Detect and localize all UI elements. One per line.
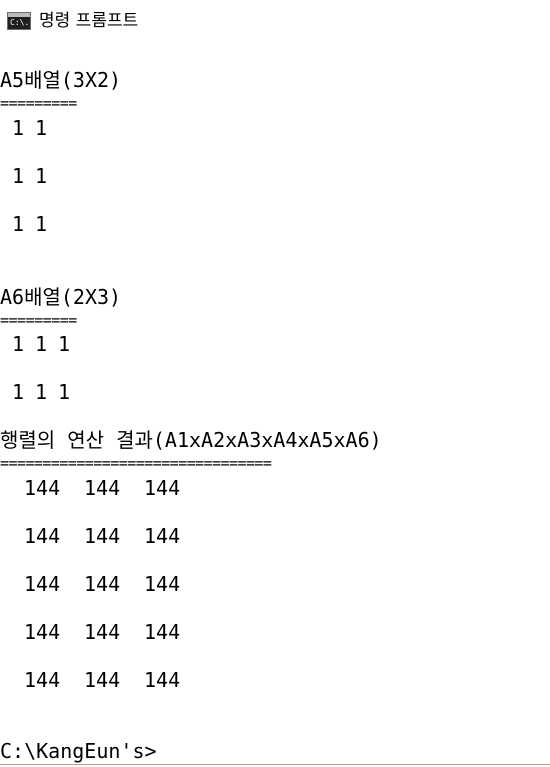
result-cell: 144 [84,572,121,596]
a6-cell: 1 [35,380,48,404]
a6-cell: 1 [12,332,25,356]
cmd-icon: C:\. [7,12,31,30]
a5-cell: 1 [35,212,48,236]
a5-cell: 1 [12,116,25,140]
result-cell: 144 [24,524,61,548]
result-cell: 144 [84,476,121,500]
a6-cell: 1 [58,380,71,404]
a6-header: A6배열(2X3) [0,285,122,309]
a6-rule: ========= [0,311,77,329]
result-header: 행렬의 연산 결과(A1xA2xA3xA4xA5xA6) [0,428,382,452]
result-cell: 144 [24,476,61,500]
result-cell: 144 [144,668,181,692]
a5-cell: 1 [12,164,25,188]
result-cell: 144 [24,572,61,596]
a5-cell: 1 [35,164,48,188]
title-bar[interactable]: C:\. 명령 프롬프트 [0,0,550,44]
window-bottom-border [0,764,550,765]
result-cell: 144 [84,620,121,644]
result-rule: ================================ [0,454,272,472]
result-cell: 144 [144,620,181,644]
cmd-icon-prompt-text: C:\. [10,18,30,27]
a6-cell: 1 [35,332,48,356]
window-title: 명령 프롬프트 [39,11,139,31]
a5-header: A5배열(3X2) [0,68,122,92]
result-cell: 144 [144,572,181,596]
result-cell: 144 [24,668,61,692]
a5-cell: 1 [12,212,25,236]
result-cell: 144 [24,620,61,644]
command-prompt-line[interactable]: C:\KangEun's> [0,739,157,763]
result-cell: 144 [84,524,121,548]
a5-rule: ========= [0,94,77,112]
cmd-icon-titlebar [8,13,30,17]
result-cell: 144 [144,476,181,500]
result-cell: 144 [144,524,181,548]
result-cell: 144 [84,668,121,692]
a6-cell: 1 [58,332,71,356]
a5-cell: 1 [35,116,48,140]
a6-cell: 1 [12,380,25,404]
